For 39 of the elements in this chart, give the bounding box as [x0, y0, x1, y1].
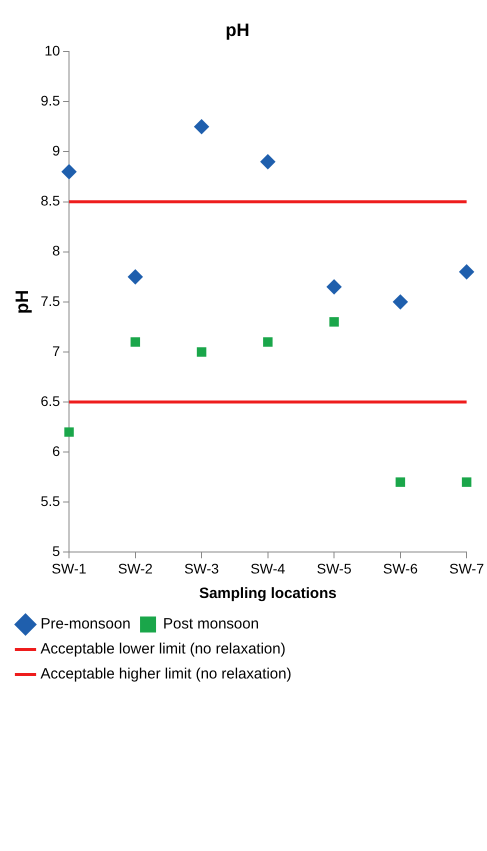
point: [263, 337, 273, 347]
y-tick-label: 10: [44, 42, 60, 58]
point: [329, 317, 339, 327]
point: [462, 477, 472, 487]
x-tick-label: SW-3: [184, 560, 220, 576]
x-tick-label: SW-6: [382, 560, 418, 576]
point: [392, 294, 408, 310]
point: [260, 154, 276, 170]
point: [326, 279, 342, 294]
legend-label: Acceptable higher limit (no relaxation): [40, 666, 292, 683]
legend-label: Acceptable lower limit (no relaxation): [40, 640, 286, 658]
point: [64, 427, 74, 437]
point: [130, 337, 140, 347]
point: [128, 269, 143, 284]
y-tick-label: 9.5: [40, 92, 60, 109]
legend-label: Pre-monsoon: [40, 616, 131, 633]
y-tick-label: 5.5: [40, 493, 60, 509]
point: [459, 264, 474, 280]
legend-label: Post monsoon: [163, 616, 259, 633]
chart-title: pH: [226, 20, 250, 40]
x-axis-title: Sampling locations: [199, 585, 337, 602]
y-tick-label: 7.5: [40, 292, 60, 309]
y-tick-label: 9: [52, 142, 60, 159]
y-tick-label: 6.5: [40, 392, 60, 409]
y-tick-label: 8: [52, 242, 60, 259]
x-tick-label: SW-7: [449, 560, 484, 576]
point: [194, 119, 210, 134]
x-tick-label: SW-2: [118, 560, 153, 576]
y-tick-label: 5: [52, 543, 60, 560]
y-tick-label: 6: [52, 442, 60, 459]
x-tick-label: SW-5: [316, 560, 352, 576]
y-tick-label: 7: [52, 342, 60, 359]
point: [396, 477, 406, 487]
x-tick-label: SW-4: [250, 560, 286, 576]
point: [196, 347, 206, 357]
x-tick-label: SW-1: [52, 560, 87, 576]
point: [62, 164, 77, 180]
y-axis-title: pH: [12, 290, 32, 314]
y-tick-label: 8.5: [40, 192, 60, 209]
